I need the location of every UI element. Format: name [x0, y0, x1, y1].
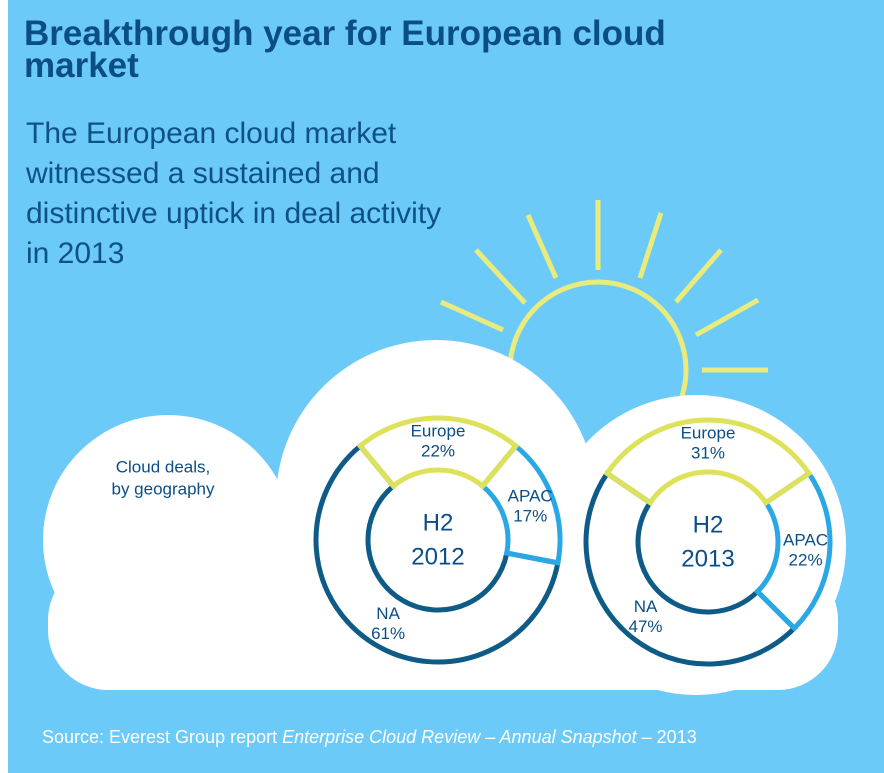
center-label: 2013	[681, 545, 734, 572]
infographic: Cloud deals, by geography Europe 22% APAC 1…	[8, 0, 884, 773]
note-line: Cloud deals,	[116, 457, 211, 476]
source-part: Enterprise Cloud Review – Annual Snapsho…	[282, 727, 637, 747]
subtitle: The European cloud market witnessed a su…	[26, 117, 442, 270]
chart: Cloud deals, by geography Europe22%APAC1…	[43, 200, 846, 695]
note-line: by geography	[111, 479, 215, 498]
source-part: – 2013	[636, 727, 697, 747]
value-label: 31%	[691, 443, 725, 462]
source: Source: Everest Group report Enterprise …	[42, 727, 697, 748]
segment-label: NA	[634, 597, 658, 616]
value-label: 22%	[789, 551, 823, 570]
center-label: H2	[423, 509, 454, 536]
segment-label: Europe	[681, 423, 736, 442]
title: Breakthrough year for European cloud mar…	[24, 14, 666, 85]
center-label: 2012	[411, 543, 464, 570]
donut-segment	[753, 469, 833, 632]
cloud	[43, 340, 846, 695]
value-label: 47%	[629, 617, 663, 636]
donut-segment	[313, 442, 561, 665]
value-label: 22%	[421, 441, 455, 460]
value-label: 61%	[371, 624, 405, 643]
center-label: H2	[693, 511, 724, 538]
value-label: 17%	[513, 506, 547, 525]
donut-segment	[583, 469, 798, 667]
segment-label: NA	[376, 604, 400, 623]
donut-segment	[603, 417, 813, 507]
segment-label: Europe	[411, 421, 466, 440]
segment-label: APAC	[508, 486, 553, 505]
segment-label: APAC	[783, 531, 828, 550]
donut-segment	[479, 442, 563, 566]
source-part: Source: Everest Group report	[42, 727, 283, 747]
donut-segment	[356, 415, 520, 490]
